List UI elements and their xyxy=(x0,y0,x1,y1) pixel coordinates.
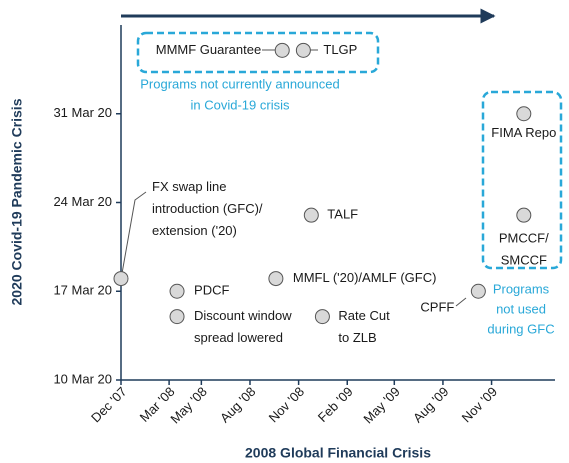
point-label: FX swap line xyxy=(152,179,226,194)
point-label: Rate Cut xyxy=(338,308,390,323)
point xyxy=(516,106,532,122)
x-tick-label: Aug '08 xyxy=(217,384,258,425)
x-axis-title: 2008 Global Financial Crisis xyxy=(245,445,431,461)
point-label: Discount window xyxy=(194,308,292,323)
y-tick-label: 17 Mar 20 xyxy=(53,283,112,298)
point-label: SMCCF xyxy=(501,253,547,268)
point xyxy=(169,283,185,299)
point-label: extension ('20) xyxy=(152,223,237,238)
point xyxy=(113,271,129,287)
point xyxy=(169,309,185,325)
point xyxy=(268,271,284,287)
point-label: introduction (GFC)/ xyxy=(152,201,263,216)
group-box xyxy=(481,90,563,270)
x-tick-label: Feb '09 xyxy=(315,384,356,425)
y-tick-label: 31 Mar 20 xyxy=(53,105,112,120)
point-label: CPFF xyxy=(420,300,454,315)
x-tick-label: Aug '09 xyxy=(410,384,451,425)
annotation: Programs not currently announced xyxy=(140,76,339,91)
x-tick-label: Nov '09 xyxy=(459,384,500,425)
point xyxy=(295,42,311,58)
point-label: TLGP xyxy=(323,42,357,57)
point xyxy=(314,309,330,325)
x-tick-label: Dec '07 xyxy=(88,384,129,425)
annotation: in Covid-19 crisis xyxy=(191,97,290,112)
x-tick-label: Nov '08 xyxy=(266,384,307,425)
annotation: not used xyxy=(496,301,546,316)
connector xyxy=(120,191,147,280)
point-label: spread lowered xyxy=(194,330,283,345)
point xyxy=(470,283,486,299)
point xyxy=(303,207,319,223)
x-tick-label: May '08 xyxy=(167,384,210,427)
point-label: MMFL ('20)/AMLF (GFC) xyxy=(293,270,437,285)
annotation: Programs xyxy=(493,281,550,296)
x-tick-label: May '09 xyxy=(360,384,403,427)
y-tick-label: 24 Mar 20 xyxy=(53,194,112,209)
point-label: MMMF Guarantee xyxy=(156,42,261,57)
point-label: FIMA Repo xyxy=(491,125,556,140)
annotation: during GFC xyxy=(487,321,554,336)
y-tick-label: 10 Mar 20 xyxy=(53,371,112,386)
point-label: TALF xyxy=(327,207,358,222)
point xyxy=(516,207,532,223)
point-label: PDCF xyxy=(194,283,229,298)
connector xyxy=(455,297,467,307)
point-label: PMCCF/ xyxy=(499,231,549,246)
point-label: to ZLB xyxy=(338,330,376,345)
group-box xyxy=(136,31,380,74)
y-axis-title: 2020 Covid-19 Pandemic Crisis xyxy=(9,98,25,305)
point xyxy=(274,42,290,58)
